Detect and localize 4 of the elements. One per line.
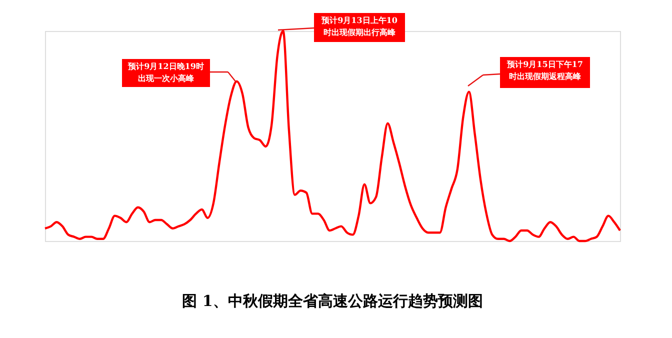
annotation: 预计9月13日上午10时出现假期出行高峰 [320,15,398,37]
annotation: 预计9月12日晚19时出现一次小高峰 [127,61,204,83]
text: 图 1、中秋假期全省高速公路运行趋势预测图 [182,292,483,310]
annotation: 预计9月15日下午17时出现假期返程高峰 [506,59,583,81]
